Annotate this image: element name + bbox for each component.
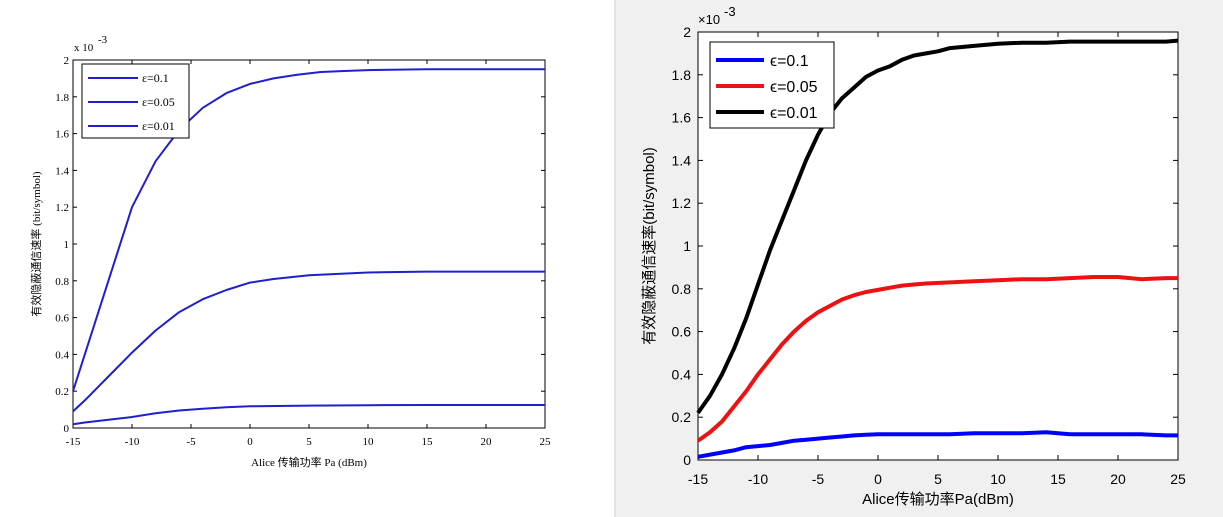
x-tick-label: -15 bbox=[66, 436, 81, 448]
y-tick-label: 1.2 bbox=[672, 195, 692, 211]
legend: ϵ=0.1 ϵ=0.05 ϵ=0.01 bbox=[709, 41, 835, 129]
x-tick-label: 0 bbox=[874, 471, 882, 487]
y-tick-label: 2 bbox=[64, 55, 70, 67]
y-tick-label: 0.4 bbox=[672, 366, 692, 382]
x-tick-label: 15 bbox=[422, 436, 434, 448]
series-line-1 bbox=[697, 430, 1178, 459]
x-tick-label: 10 bbox=[363, 436, 375, 448]
x-tick-label: 5 bbox=[934, 471, 942, 487]
y-tick-label: 1.4 bbox=[55, 165, 69, 177]
panel-divider bbox=[614, 0, 616, 517]
y-tick-label: 0.6 bbox=[672, 324, 692, 340]
legend-label-1: ε=0.1 bbox=[142, 71, 169, 85]
right-line-chart: -15 -10 -5 0 5 10 15 20 25 0 0.2 0.4 0.6 0.8 1 1.2 1.4 1.… bbox=[641, 4, 1186, 508]
y-tick-label: 1 bbox=[64, 239, 70, 251]
y-tick-label: 0.2 bbox=[55, 386, 69, 398]
legend-label-3: ϵ=0.01 bbox=[770, 105, 818, 122]
y-tick-label: 1.4 bbox=[672, 152, 692, 168]
y-tick-label: 0.4 bbox=[55, 349, 69, 361]
y-exponent-power: -3 bbox=[98, 34, 108, 46]
y-tick-label: 0.8 bbox=[55, 276, 69, 288]
y-axis-label: 有效隐蔽通信速率(bit/symbol) bbox=[641, 147, 658, 345]
x-tick-label: 15 bbox=[1050, 471, 1066, 487]
y-exponent-label: ×10 bbox=[698, 12, 720, 27]
right-chart-panel: -15 -10 -5 0 5 10 15 20 25 0 0.2 0.4 0.6 0.8 1 1.2 1.4 1.… bbox=[616, 0, 1223, 517]
y-tick-label: 0 bbox=[64, 423, 70, 435]
x-tick-label: 5 bbox=[306, 436, 312, 448]
x-tick-label: -10 bbox=[748, 471, 768, 487]
series-line-1 bbox=[72, 404, 545, 426]
x-tick-label: 20 bbox=[1110, 471, 1126, 487]
x-tick-label: -10 bbox=[125, 436, 140, 448]
left-line-chart: -15 -10 -5 0 5 10 15 20 25 0 0.2 0.4 0.6 0.8 1 1.2 1.4 1.… bbox=[29, 34, 552, 469]
series-line-3 bbox=[696, 38, 1179, 415]
y-tick-label: 1.2 bbox=[55, 202, 69, 214]
x-tick-label: -5 bbox=[186, 436, 196, 448]
y-tick-label: 0 bbox=[683, 452, 691, 468]
y-tick-label: 1.8 bbox=[672, 67, 692, 83]
x-tick-label: 25 bbox=[540, 436, 552, 448]
legend-label-3: ε=0.01 bbox=[142, 119, 175, 133]
legend-label-1: ϵ=0.1 bbox=[770, 53, 809, 70]
y-tick-label: 2 bbox=[683, 24, 691, 40]
y-exponent-label: x 10 bbox=[74, 42, 94, 54]
x-tick-label: 25 bbox=[1170, 471, 1186, 487]
series-line-3 bbox=[72, 68, 545, 392]
series-line-2 bbox=[696, 275, 1178, 443]
x-tick-label: -15 bbox=[688, 471, 708, 487]
y-axis-label: 有效隐蔽通信速率 (bit/symbol) bbox=[29, 171, 43, 316]
x-tick-label: 0 bbox=[247, 436, 253, 448]
x-axis-label: Alice 传输功率 Pa (dBm) bbox=[251, 455, 367, 469]
x-tick-label: 10 bbox=[990, 471, 1006, 487]
left-chart-panel: -15 -10 -5 0 5 10 15 20 25 0 0.2 0.4 0.6 0.8 1 1.2 1.4 1.… bbox=[0, 0, 604, 517]
y-tick-label: 1 bbox=[683, 238, 691, 254]
x-tick-label: 20 bbox=[481, 436, 493, 448]
y-tick-label: 1.6 bbox=[55, 129, 69, 141]
y-tick-label: 0.2 bbox=[672, 409, 692, 425]
x-tick-label: -5 bbox=[812, 471, 825, 487]
legend-label-2: ε=0.05 bbox=[142, 95, 175, 109]
y-tick-label: 0.8 bbox=[672, 281, 692, 297]
legend-label-2: ϵ=0.05 bbox=[770, 79, 818, 96]
y-tick-label: 0.6 bbox=[55, 313, 69, 325]
y-tick-label: 1.8 bbox=[55, 92, 69, 104]
y-exponent-power: -3 bbox=[724, 4, 736, 19]
series-line-2 bbox=[72, 270, 545, 413]
legend: ε=0.1 ε=0.05 ε=0.01 bbox=[81, 63, 190, 139]
x-axis-label: Alice传输功率Pa(dBm) bbox=[862, 491, 1014, 508]
y-tick-label: 1.6 bbox=[672, 110, 692, 126]
